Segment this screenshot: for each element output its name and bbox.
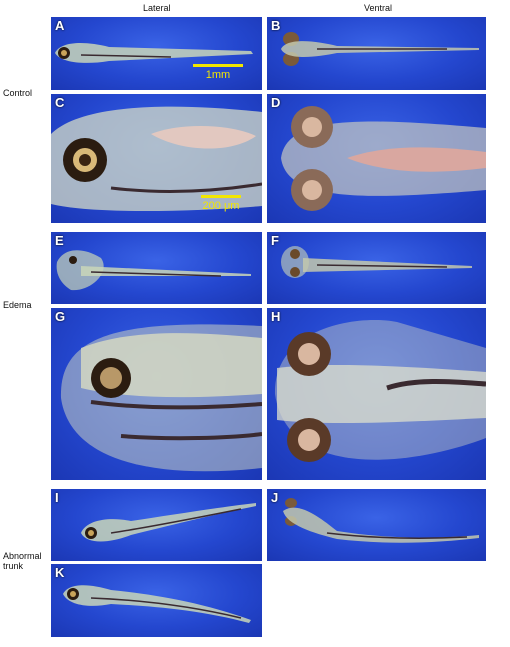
panel-a-control-lateral: A 1mm	[51, 17, 262, 90]
panel-c-control-lateral-closeup: C 200 μm	[51, 94, 262, 223]
scale-bar-line	[201, 195, 241, 198]
row-label-abnormal-line2: trunk	[3, 561, 24, 571]
scale-bar-1mm: 1mm	[193, 64, 243, 81]
panel-letter-g: G	[55, 309, 66, 324]
panel-f-edema-ventral: F	[267, 232, 486, 304]
panel-letter-e: E	[55, 233, 64, 248]
panel-e-edema-lateral: E	[51, 232, 262, 304]
panel-g-edema-lateral-closeup: G	[51, 308, 262, 480]
column-heading-lateral: Lateral	[143, 3, 171, 13]
panel-letter-d: D	[271, 95, 281, 110]
panel-letter-k: K	[55, 565, 65, 580]
larva-lateral-image	[81, 503, 256, 542]
panel-letter-h: H	[271, 309, 281, 324]
panel-letter-a: A	[55, 18, 65, 33]
larva-ventral-image	[281, 32, 479, 66]
scale-bar-label-200um: 200 μm	[202, 200, 240, 212]
larva-lateral-image	[55, 43, 253, 63]
larva-lateral-image	[63, 585, 251, 623]
larva-ventral-image	[283, 498, 479, 543]
larva-head-lateral-image	[51, 106, 262, 211]
scale-bar-200um: 200 μm	[201, 195, 241, 212]
column-heading-ventral: Ventral	[364, 3, 393, 13]
panel-b-control-ventral: B	[267, 17, 486, 90]
row-label-abnormal-trunk: Abnormal trunk	[3, 551, 42, 571]
larva-lateral-image	[56, 250, 251, 291]
panel-j-abnormal-trunk-ventral: J	[267, 489, 486, 561]
panel-h-edema-ventral-closeup: H	[267, 308, 486, 480]
panel-d-control-ventral-closeup: D	[267, 94, 486, 223]
panel-letter-i: I	[55, 490, 59, 505]
panel-letter-f: F	[271, 233, 279, 248]
panel-i-abnormal-trunk-lateral: I	[51, 489, 262, 561]
larva-ventral-image	[281, 246, 472, 278]
larva-head-ventral-image	[274, 319, 486, 462]
panel-letter-c: C	[55, 95, 65, 110]
row-label-abnormal-line1: Abnormal	[3, 551, 42, 561]
panel-letter-j: J	[271, 490, 279, 505]
row-label-edema: Edema	[3, 300, 32, 310]
scale-bar-line	[193, 64, 243, 67]
panel-letter-b: B	[271, 18, 281, 33]
row-label-control: Control	[3, 88, 33, 98]
scale-bar-label-1mm: 1mm	[205, 69, 231, 81]
larva-head-lateral-image	[60, 324, 262, 472]
larva-head-ventral-image	[281, 106, 486, 211]
panel-k-abnormal-trunk-lateral: K	[51, 564, 262, 637]
